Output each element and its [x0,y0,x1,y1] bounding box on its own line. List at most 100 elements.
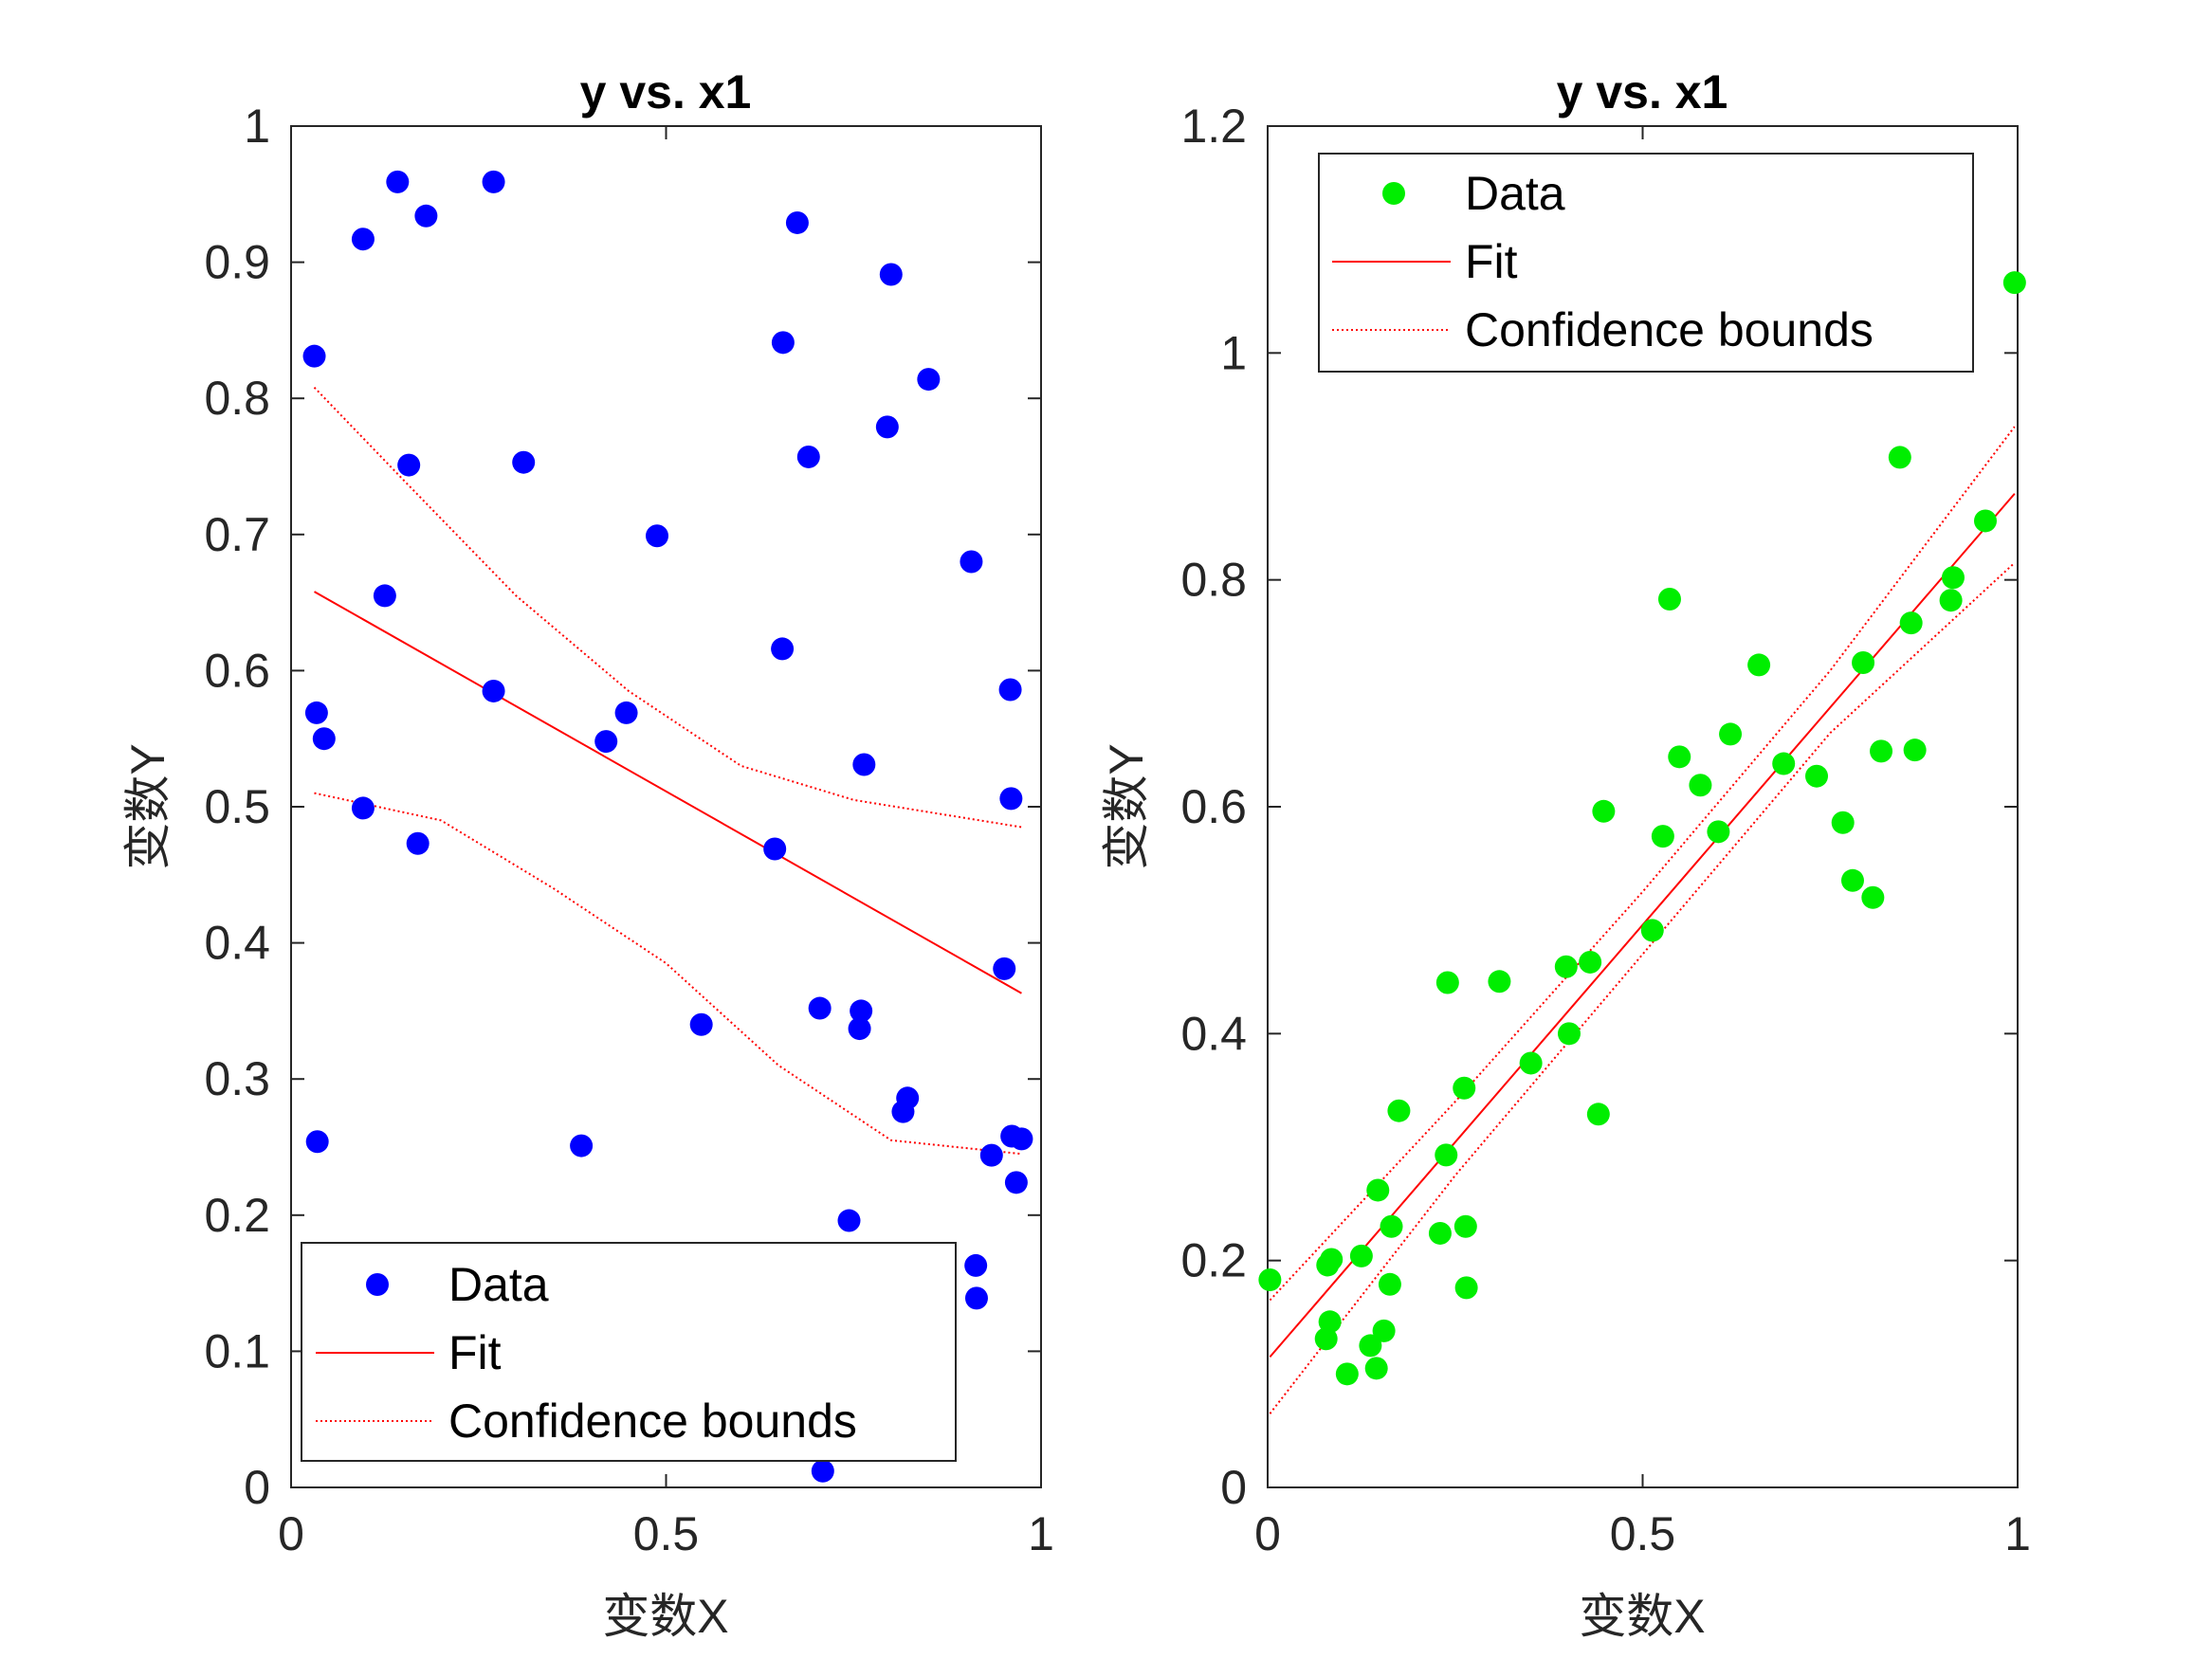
left-fit-line [314,591,1022,994]
right-data-point [1888,446,1911,469]
right-x-tick-label: 0 [1254,1507,1281,1560]
right-y-tick-label: 1.2 [1180,100,1247,153]
left-data-point [771,637,795,661]
right-data-point [1488,970,1511,994]
left-data-point [304,701,328,724]
right-confidence-bounds [1269,426,2016,1414]
left-data-point [998,678,1022,702]
right-x-axis-label: 变数X [1579,1590,1705,1643]
right-data-point [1586,1103,1610,1126]
left-lower-bound [314,792,1022,1156]
left-data-points [302,170,1033,1483]
right-data-point [1899,611,1923,635]
left-data-point [414,204,438,228]
left-x-tick-label: 0.5 [633,1507,700,1560]
right-data-point [1579,950,1602,974]
right-y-axis-label: 变数Y [1100,743,1153,869]
right-data-point [1428,1221,1452,1245]
right-subplot: y vs. x1 变数X 变数Y 0 0.5 1 00.20.40.60.811.2… [1100,65,2031,1643]
left-data-point [964,1253,988,1277]
right-data-point [1453,1076,1476,1100]
left-data-point [964,1286,988,1310]
left-confidence-bounds [313,387,1022,1156]
right-legend-fit-label: Fit [1465,235,1518,288]
left-data-point [837,1209,861,1232]
right-data-points [1258,271,2026,1386]
right-data-point [1840,868,1864,892]
left-chart-title: y vs. x1 [580,65,752,118]
right-data-point [1435,971,1459,994]
left-y-tick-label: 0.8 [204,372,270,425]
right-data-point [1258,1268,1282,1292]
left-data-point [960,550,983,574]
left-data-point [785,210,809,234]
right-legend-data-label: Data [1465,167,1565,220]
right-data-point [1805,764,1829,788]
right-x-ticks: 0 0.5 1 [1254,126,2031,1560]
left-data-point [850,999,873,1023]
right-data-point [1387,1099,1411,1122]
right-legend-data-marker [1382,182,1405,205]
left-y-tick-label: 0.7 [204,508,270,561]
right-data-point [1668,745,1691,769]
left-y-tick-label: 0.6 [204,644,270,697]
left-data-point [771,331,795,355]
left-data-point [351,228,375,251]
right-data-point [1651,825,1674,848]
left-y-tick-label: 0.1 [204,1324,270,1377]
left-data-point [373,584,396,608]
right-data-point [1592,799,1616,823]
right-y-tick-label: 0 [1220,1461,1247,1514]
right-data-point [1314,1327,1338,1351]
right-data-point [1366,1178,1390,1202]
left-data-point [993,957,1016,980]
left-data-point [808,996,832,1020]
left-data-point [482,679,505,702]
left-data-point [796,445,820,468]
left-data-point [594,730,618,754]
left-data-point [848,1017,871,1041]
right-y-tick-label: 0.8 [1180,554,1247,607]
left-subplot: y vs. x1 变数X 变数Y 0 0.5 1 00.10.20.30.40.50… [121,65,1054,1643]
left-data-point [1004,1171,1028,1194]
right-x-tick-label: 1 [2004,1507,2031,1560]
left-legend-fit-label: Fit [448,1326,502,1379]
right-data-point [1453,1214,1477,1238]
left-data-point [811,1459,834,1483]
right-data-point [1364,1357,1388,1380]
right-data-point [1831,811,1855,834]
right-y-tick-label: 0.4 [1180,1007,1247,1060]
left-x-tick-label: 1 [1028,1507,1054,1560]
right-data-point [1320,1248,1344,1271]
right-legend: Data Fit Confidence bounds [1318,153,1974,373]
left-data-point [646,524,669,548]
left-data-point [763,837,787,861]
left-legend-data-label: Data [448,1258,549,1311]
right-y-ticks: 0 0.2 0.4 0.6 0.8 1 1.2 [1180,100,2018,1514]
right-data-point [1973,509,1997,533]
right-data-point [1657,588,1681,611]
left-data-point [1010,1127,1033,1151]
right-data-point [1318,1310,1342,1334]
right-data-point [1378,1272,1401,1296]
left-y-tick-label: 0.4 [204,917,270,970]
right-data-point [1852,651,1875,675]
right-data-point [1349,1244,1373,1267]
left-data-point [999,787,1023,811]
left-data-point [879,263,903,286]
left-data-point [302,344,326,368]
left-data-point [979,1143,1003,1167]
right-data-point [1707,820,1730,844]
right-data-point [2002,271,2026,295]
right-data-point [1519,1051,1543,1075]
left-legend: Data Fit Confidence bounds [301,1242,957,1462]
left-y-tick-label: 0.5 [204,780,270,833]
left-y-tick-label: 0.9 [204,236,270,289]
right-data-point [1903,738,1927,762]
left-y-tick-label: 0.3 [204,1052,270,1105]
right-y-tick-label: 0.2 [1180,1234,1247,1287]
left-data-point [570,1134,594,1158]
left-data-point [512,450,536,474]
right-data-point [1554,955,1578,978]
right-data-point [1335,1362,1359,1386]
